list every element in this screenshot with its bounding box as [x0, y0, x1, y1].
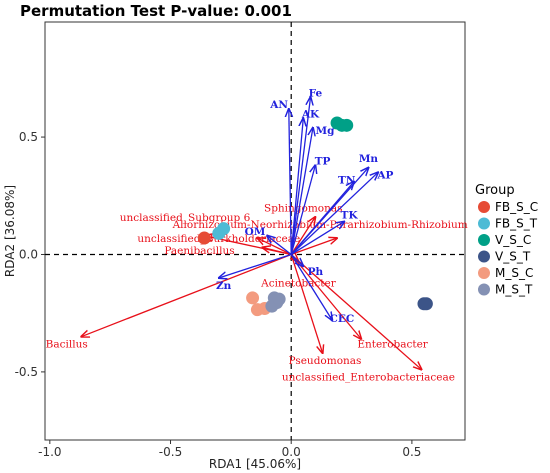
- env-arrow: [290, 222, 344, 256]
- species-label: unclassified_Enterobacteriaceae: [282, 372, 455, 384]
- env-label: OM: [245, 226, 266, 238]
- legend-label: V_S_C: [495, 233, 531, 247]
- env-label: Fe: [309, 87, 323, 99]
- y-axis-ticks: -0.5 0.0 0.5: [15, 130, 45, 379]
- env-label: TK: [341, 210, 359, 222]
- y-tick-label: 0.0: [19, 247, 38, 261]
- env-arrow: [290, 172, 378, 255]
- legend-swatch: [478, 267, 490, 279]
- species-label: Paenibacillus: [164, 245, 234, 257]
- species-label: unclassified_Subgroup 6: [120, 212, 251, 224]
- env-label: Zn: [216, 280, 232, 292]
- legend-swatch: [478, 217, 490, 230]
- x-axis-ticks: -1.0 -0.5 0.0 0.5: [38, 440, 421, 459]
- legend-swatch: [478, 250, 490, 263]
- sample-point: [417, 297, 431, 311]
- env-label: Mn: [359, 153, 379, 165]
- env-arrow: [290, 97, 310, 255]
- env-label: AP: [376, 170, 393, 182]
- env-arrow: [290, 254, 332, 320]
- x-tick-label: -1.0: [38, 445, 61, 459]
- legend-label: FB_S_T: [495, 217, 538, 231]
- env-arrow: [290, 182, 354, 255]
- env-label: AN: [269, 99, 288, 111]
- legend-items: FB_S_C FB_S_T V_S_C V_S_T M_S_C M_S_T: [478, 200, 538, 297]
- y-axis-label: RDA2 [36.08%]: [3, 185, 17, 277]
- species-arrow: [290, 254, 322, 353]
- species-label: Pseudomonas: [289, 355, 362, 367]
- legend-swatch: [478, 234, 490, 246]
- species-arrow: [257, 238, 292, 256]
- legend-swatch: [478, 283, 490, 296]
- x-tick-label: 0.0: [282, 445, 301, 459]
- environmental-vectors: Fe AN AK Mg TP Mn AP TN TK OM Zn Ph CEC: [216, 87, 394, 324]
- species-arrow: [290, 217, 315, 255]
- y-tick-label: -0.5: [15, 365, 38, 379]
- species-vectors: Bacillus unclassified_Subgroup 6 unclassif…: [46, 203, 468, 384]
- env-label: AK: [301, 109, 320, 121]
- sample-point: [340, 118, 354, 132]
- species-arrow: [290, 254, 361, 339]
- sample-point: [272, 292, 286, 306]
- env-arrow: [290, 118, 303, 255]
- legend-swatch: [478, 201, 490, 213]
- legend-label: FB_S_C: [495, 200, 538, 214]
- sample-point: [246, 291, 260, 305]
- species-arrow: [262, 247, 292, 256]
- env-label: TN: [338, 174, 356, 186]
- env-label: TP: [315, 156, 331, 168]
- species-label: Acinetobacter: [260, 278, 337, 290]
- env-label: Ph: [308, 266, 324, 278]
- x-tick-label: 0.5: [402, 445, 421, 459]
- x-tick-label: -0.5: [159, 445, 182, 459]
- sample-point: [217, 222, 231, 236]
- legend-label: M_S_C: [495, 266, 533, 280]
- legend: Group FB_S_C FB_S_T V_S_C V_S_T M_S_C M_S_T: [475, 183, 538, 297]
- plot-area: [44, 21, 466, 441]
- env-arrow: [219, 253, 292, 277]
- y-tick-label: 0.5: [19, 130, 38, 144]
- species-label: Allorhizobium-Neorhizobium-Pararhizobium…: [172, 219, 468, 231]
- env-label: Mg: [316, 125, 336, 137]
- env-label: CEC: [330, 313, 355, 325]
- legend-label: M_S_T: [495, 283, 533, 297]
- sample-points: [197, 116, 433, 317]
- env-arrow: [289, 109, 291, 255]
- species-arrow: [290, 253, 421, 369]
- env-arrow: [290, 165, 315, 255]
- species-arrow: [290, 238, 337, 256]
- legend-label: V_S_T: [495, 250, 531, 264]
- species-label: Bacillus: [46, 339, 88, 351]
- env-arrow: [267, 236, 292, 255]
- legend-title: Group: [475, 183, 515, 198]
- env-arrow: [290, 254, 303, 266]
- x-axis-label: RDA1 [45.06%]: [209, 457, 301, 471]
- chart-title: Permutation Test P-value: 0.001: [20, 2, 292, 20]
- env-arrow: [290, 128, 313, 255]
- species-arrow: [81, 253, 292, 336]
- sample-point: [197, 231, 211, 245]
